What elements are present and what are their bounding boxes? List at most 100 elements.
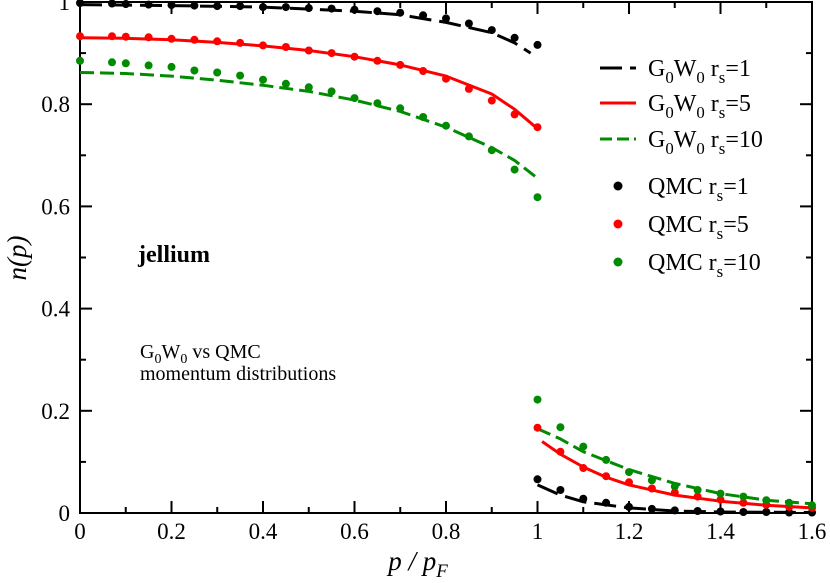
data-point-qmc-rs10: [76, 56, 84, 65]
legend-label-qmc-rs5: QMC rs=5: [648, 212, 749, 243]
data-point-qmc-rs1: [716, 507, 725, 516]
data-point-qmc-rs10: [190, 66, 199, 75]
data-point-qmc-rs5: [670, 488, 679, 497]
data-point-qmc-rs10: [693, 486, 702, 494]
data-point-qmc-rs10: [533, 193, 542, 202]
data-point-qmc-rs5: [693, 492, 702, 501]
data-point-qmc-rs10: [327, 87, 336, 96]
data-point-qmc-rs5: [213, 37, 222, 46]
data-point-qmc-rs10: [108, 58, 116, 67]
data-point-qmc-rs5: [281, 43, 290, 51]
x-tick-label: 0.4: [249, 519, 278, 544]
data-point-qmc-rs10: [739, 492, 748, 501]
data-point-qmc-rs5: [442, 74, 450, 83]
data-point-qmc-rs1: [602, 498, 611, 507]
data-point-qmc-rs10: [121, 59, 130, 68]
x-tick-label: 0.8: [432, 519, 461, 544]
x-tick-label: 1.2: [615, 519, 644, 544]
data-point-qmc-rs5: [304, 46, 313, 55]
data-point-qmc-rs1: [327, 4, 336, 13]
data-point-qmc-rs1: [533, 40, 542, 49]
data-point-qmc-rs5: [144, 33, 153, 42]
data-point-qmc-rs10: [213, 68, 222, 77]
data-point-qmc-rs1: [304, 4, 313, 13]
data-point-qmc-rs10: [442, 121, 450, 130]
data-point-qmc-rs1: [693, 507, 702, 515]
data-point-qmc-rs5: [76, 32, 84, 41]
qmc-points: [76, 0, 816, 517]
data-point-qmc-rs10: [533, 395, 542, 404]
annotation-jellium: jellium: [137, 242, 210, 268]
data-point-qmc-rs5: [327, 49, 336, 58]
data-point-qmc-rs1: [442, 14, 450, 23]
data-point-qmc-rs5: [579, 464, 588, 472]
data-point-qmc-rs10: [716, 489, 725, 498]
data-point-qmc-rs10: [350, 94, 359, 103]
y-tick-label: 0.8: [41, 92, 70, 117]
data-point-qmc-rs1: [579, 494, 588, 503]
axis-tick-labels: 0 0.2 0.4 0.6 0.8 1 1.2 1.4 1.6 0 0.2 0.4 0.6 0.8 1: [41, 0, 826, 544]
y-tick-label: 0.4: [41, 297, 70, 322]
data-point-qmc-rs1: [259, 3, 267, 12]
data-point-qmc-rs10: [808, 501, 816, 510]
legend-swatch-qmc-rs5: [613, 219, 623, 229]
data-point-qmc-rs5: [190, 35, 199, 44]
data-point-qmc-rs5: [510, 110, 519, 119]
data-point-qmc-rs1: [213, 2, 222, 11]
data-point-qmc-rs10: [487, 146, 496, 155]
x-tick-label: 1.4: [706, 519, 735, 544]
data-point-qmc-rs10: [304, 83, 313, 92]
data-point-qmc-rs1: [464, 19, 473, 28]
x-tick-label: 0.2: [157, 519, 186, 544]
data-point-qmc-rs5: [602, 472, 611, 481]
data-point-qmc-rs10: [602, 455, 611, 464]
data-point-qmc-rs10: [144, 61, 153, 70]
data-point-qmc-rs1: [236, 2, 245, 11]
legend: G0W0 rs=1 G0W0 rs=5 G0W0 rs=10 QMC rs=1 …: [600, 56, 763, 281]
data-point-qmc-rs10: [556, 423, 565, 432]
data-point-qmc-rs5: [419, 67, 428, 75]
data-point-qmc-rs10: [373, 99, 382, 108]
data-point-qmc-rs1: [190, 1, 199, 10]
data-point-qmc-rs10: [670, 482, 679, 491]
data-point-qmc-rs1: [167, 1, 176, 10]
legend-swatch-qmc-rs10: [613, 257, 623, 267]
data-point-qmc-rs1: [419, 11, 428, 20]
data-point-qmc-rs10: [510, 165, 519, 174]
data-point-qmc-rs5: [350, 52, 359, 61]
data-point-qmc-rs1: [625, 502, 633, 511]
y-tick-label: 1: [59, 0, 71, 15]
data-point-qmc-rs1: [281, 3, 290, 12]
data-point-qmc-rs5: [739, 498, 748, 507]
data-point-qmc-rs10: [464, 132, 473, 141]
data-point-qmc-rs5: [464, 84, 473, 93]
legend-label-g0w0-rs10: G0W0 rs=10: [648, 127, 763, 158]
data-point-qmc-rs5: [716, 495, 725, 504]
data-point-qmc-rs1: [762, 508, 771, 516]
data-point-qmc-rs1: [487, 26, 496, 35]
data-point-qmc-rs1: [647, 504, 656, 513]
data-point-qmc-rs5: [556, 447, 565, 456]
data-point-qmc-rs10: [281, 79, 290, 88]
data-point-qmc-rs10: [785, 498, 794, 507]
data-point-qmc-rs1: [556, 486, 565, 494]
data-point-qmc-rs1: [144, 0, 153, 9]
data-point-qmc-rs1: [785, 508, 794, 517]
data-point-qmc-rs10: [579, 442, 588, 451]
data-point-qmc-rs5: [533, 123, 542, 132]
data-point-qmc-rs10: [762, 496, 771, 505]
data-point-qmc-rs5: [487, 96, 496, 105]
data-point-qmc-rs1: [396, 8, 405, 17]
data-point-qmc-rs1: [533, 475, 542, 484]
legend-label-g0w0-rs5: G0W0 rs=5: [648, 91, 751, 122]
data-point-qmc-rs5: [259, 41, 267, 50]
x-tick-label: 0.6: [340, 519, 369, 544]
data-point-qmc-rs10: [647, 476, 656, 485]
data-point-qmc-rs1: [373, 7, 382, 16]
x-tick-label: 0: [74, 519, 86, 544]
data-point-qmc-rs1: [76, 0, 84, 7]
data-point-qmc-rs5: [533, 423, 542, 432]
y-tick-label: 0.6: [41, 194, 70, 219]
legend-label-g0w0-rs1: G0W0 rs=1: [648, 56, 751, 87]
